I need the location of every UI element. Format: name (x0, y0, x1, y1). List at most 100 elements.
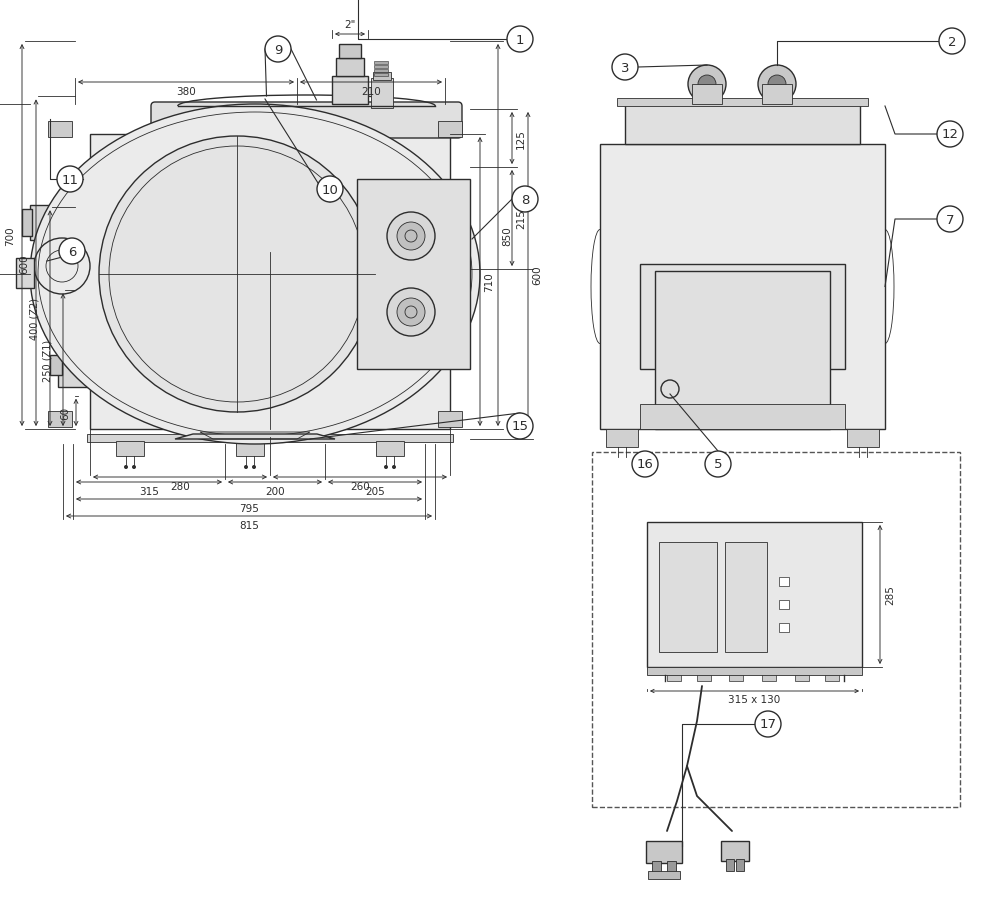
Text: 200: 200 (265, 486, 285, 496)
Bar (30, 206, 93, 241)
Circle shape (384, 466, 388, 470)
Bar (374, 74, 388, 77)
Text: 10: 10 (321, 183, 339, 197)
Text: 9: 9 (274, 43, 282, 56)
Bar (779, 623, 789, 632)
Circle shape (688, 66, 726, 104)
Text: 280: 280 (170, 482, 190, 492)
Text: 205: 205 (365, 486, 385, 496)
Bar (22, 210, 32, 237)
Text: 60: 60 (60, 406, 70, 419)
Circle shape (59, 239, 85, 265)
Bar (374, 70, 388, 73)
Circle shape (768, 76, 786, 94)
Text: 260: 260 (351, 482, 370, 492)
Circle shape (507, 27, 533, 53)
Bar (339, 45, 361, 59)
Text: 315 x 130: 315 x 130 (728, 694, 780, 704)
Text: 850: 850 (502, 226, 512, 245)
Bar (332, 77, 368, 105)
Circle shape (758, 66, 796, 104)
Bar (50, 356, 62, 376)
Text: 210: 210 (361, 87, 381, 96)
Circle shape (132, 466, 136, 470)
Circle shape (211, 306, 219, 313)
Circle shape (252, 466, 256, 470)
Bar (847, 429, 879, 448)
Text: 795: 795 (239, 504, 259, 514)
Bar (592, 452, 960, 807)
Text: 710: 710 (484, 272, 494, 292)
Circle shape (705, 451, 731, 478)
Bar (697, 667, 711, 681)
Circle shape (397, 299, 425, 326)
Bar (617, 99, 868, 107)
Text: 11: 11 (62, 174, 79, 187)
Circle shape (755, 711, 781, 737)
Bar (376, 441, 404, 457)
Circle shape (612, 55, 638, 81)
Bar (374, 62, 388, 65)
Circle shape (937, 122, 963, 148)
Text: 400 (Z2): 400 (Z2) (29, 298, 39, 340)
Ellipse shape (30, 105, 480, 445)
Text: 250 (Z1): 250 (Z1) (42, 339, 52, 381)
Text: 12: 12 (942, 129, 958, 142)
Bar (373, 73, 391, 81)
Bar (667, 861, 676, 873)
Bar (726, 859, 734, 871)
Circle shape (99, 137, 375, 413)
Polygon shape (175, 435, 335, 439)
Circle shape (632, 451, 658, 478)
Bar (16, 259, 34, 289)
Circle shape (512, 187, 538, 213)
Bar (116, 441, 144, 457)
Bar (438, 122, 462, 138)
Bar (374, 66, 388, 69)
Circle shape (937, 207, 963, 233)
Bar (736, 859, 744, 871)
Text: 6: 6 (68, 245, 77, 258)
Text: 1: 1 (516, 33, 524, 47)
Bar (606, 429, 638, 448)
Circle shape (939, 29, 965, 55)
Circle shape (507, 414, 533, 439)
Bar (647, 522, 862, 667)
Bar (655, 272, 830, 429)
Bar (779, 577, 789, 586)
Text: 2": 2" (345, 20, 355, 30)
Circle shape (351, 255, 359, 264)
Bar (667, 667, 681, 681)
Bar (762, 667, 776, 681)
Text: 8: 8 (520, 193, 529, 206)
FancyBboxPatch shape (151, 103, 462, 139)
Bar (692, 85, 722, 105)
Text: 5: 5 (714, 458, 722, 471)
Bar (640, 404, 845, 429)
Text: 7: 7 (946, 213, 955, 226)
Bar (779, 600, 789, 609)
Circle shape (397, 222, 425, 251)
Bar (625, 105, 860, 145)
Circle shape (317, 176, 343, 203)
Text: 215: 215 (516, 209, 526, 229)
Bar (648, 871, 680, 879)
Text: 285: 285 (885, 584, 895, 605)
Bar (647, 667, 862, 675)
Circle shape (387, 289, 435, 336)
Bar (48, 122, 72, 138)
Text: 600: 600 (532, 265, 542, 285)
Text: 315: 315 (139, 486, 159, 496)
Text: 2: 2 (948, 36, 956, 49)
Bar (87, 435, 453, 443)
Text: 125: 125 (516, 129, 526, 149)
Bar (721, 841, 749, 861)
Bar (357, 180, 470, 369)
Bar (762, 85, 792, 105)
Circle shape (698, 76, 716, 94)
Bar (795, 667, 809, 681)
Text: 16: 16 (636, 458, 653, 471)
Bar (655, 368, 830, 388)
Text: 3: 3 (621, 62, 629, 74)
Bar (371, 79, 393, 108)
